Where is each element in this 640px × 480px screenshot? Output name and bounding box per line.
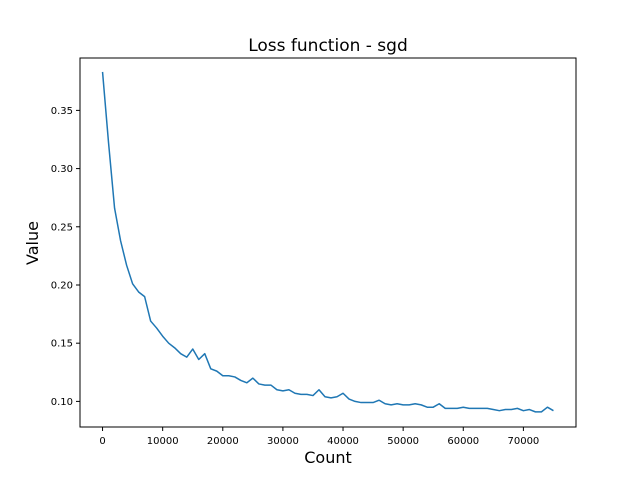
y-tick-label: 0.25 <box>51 222 73 233</box>
x-tick-label: 60000 <box>447 436 479 447</box>
y-axis: 0.10 0.15 0.20 0.25 0.30 0.35 <box>51 106 80 408</box>
loss-line <box>101 71 554 413</box>
x-tick-label: 40000 <box>327 436 359 447</box>
y-tick-label: 0.20 <box>51 280 73 291</box>
y-tick-label: 0.30 <box>51 164 73 175</box>
chart-title: Loss function - sgd <box>248 36 408 56</box>
x-axis-label: Count <box>304 448 352 467</box>
x-tick-label: 50000 <box>387 436 419 447</box>
x-tick-label: 30000 <box>267 436 299 447</box>
x-tick-label: 70000 <box>507 436 539 447</box>
axes-frame <box>79 57 577 428</box>
y-tick-label: 0.15 <box>51 339 73 350</box>
x-tick-label: 20000 <box>207 436 239 447</box>
y-axis-label: Value <box>23 221 42 265</box>
x-axis: 0 10000 20000 30000 40000 50000 60000 70000 <box>99 427 539 447</box>
plot-area: 0 10000 20000 30000 40000 50000 60000 70000 0.1… <box>51 57 577 447</box>
x-tick-label: 10000 <box>147 436 179 447</box>
y-tick-label: 0.10 <box>51 397 73 408</box>
x-tick-label: 0 <box>99 436 105 447</box>
y-tick-label: 0.35 <box>51 106 73 117</box>
